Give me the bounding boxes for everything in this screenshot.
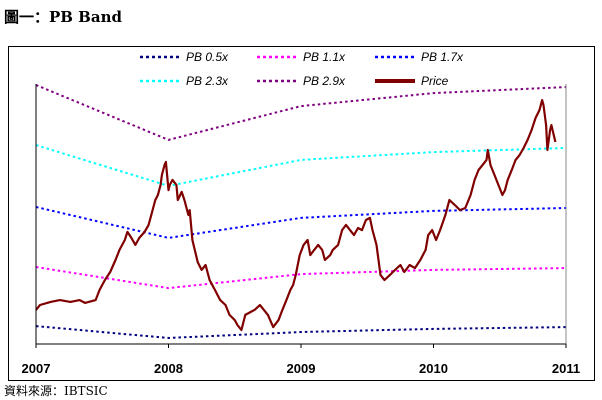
series-price [35,98,557,332]
legend: PB 0.5x PB 1.1x PB 1.7x PB 2.3x PB 2.9x Price [140,50,464,88]
source-note: 資料來源：IBTSIC [4,384,108,398]
series-group [35,84,567,339]
x-tick-label: 2007 [22,361,51,376]
legend-label: Price [421,74,449,88]
series-pb-1-7x [35,206,567,239]
legend-label: PB 2.3x [186,74,229,88]
legend-label: PB 1.7x [421,50,464,64]
x-tick-label: 2009 [287,361,316,376]
x-tick-label: 2008 [154,361,183,376]
chart-frame [8,46,595,381]
legend-label: PB 1.1x [303,50,346,64]
axes: 2007 2008 2009 2010 2011 [22,84,580,376]
figure-title: 圖一：PB Band [4,8,122,26]
x-tick-label: 2011 [552,361,580,376]
series-pb-2-9x [35,84,567,141]
series-pb-0-5x [35,325,567,339]
legend-label: PB 0.5x [186,50,229,64]
series-pb-2-3x [35,144,567,187]
legend-label: PB 2.9x [303,74,346,88]
x-tick-label: 2010 [419,361,448,376]
series-pb-1-1x [35,266,567,290]
